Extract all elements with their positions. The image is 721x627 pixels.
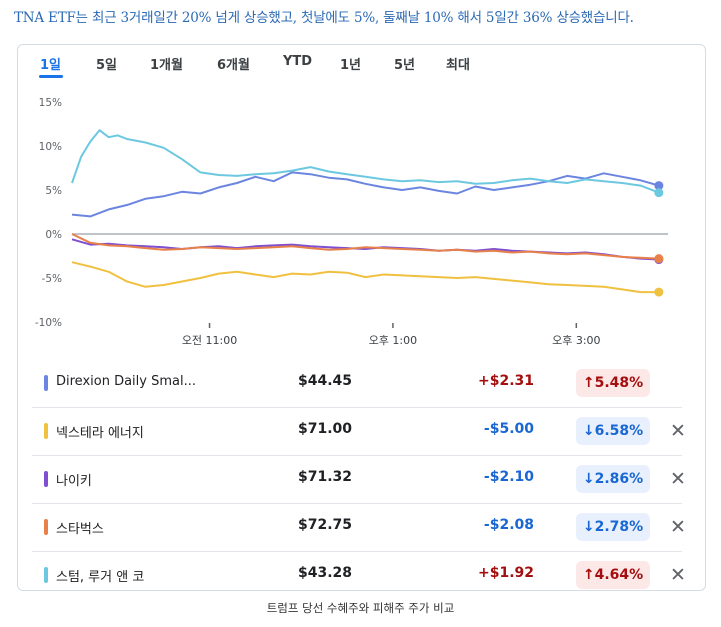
remove-comparison-icon[interactable]: ✕ [670, 468, 686, 490]
y-tick-label: 10% [39, 141, 62, 153]
line-chart: 15% 10% 5% 0% -5% -10% 오전 11:00 오후 1:00 오후 3:00 [35, 97, 668, 347]
legend-row[interactable]: 스텀, 루거 앤 코 $43.28 +$1.92 ↑4.64% ✕ [32, 552, 686, 590]
remove-comparison-icon[interactable]: ✕ [670, 516, 686, 538]
headline-text: TNA ETF는 최근 3거래일간 20% 넘게 상승했고, 첫날에도 5%, … [14, 10, 634, 26]
series-end-dot-sturm [654, 188, 664, 198]
stock-name: 스타벅스 [56, 522, 104, 537]
x-tick-label: 오전 11:00 [182, 334, 237, 347]
caption: 트럼프 당선 수혜주와 피해주 주가 비교 [266, 601, 455, 615]
series-end-dot-starbucks [654, 254, 664, 264]
y-tick-label: 5% [45, 185, 62, 197]
series-line-nextera [71, 261, 659, 294]
percent-change-badge: ↑4.64% [576, 561, 650, 589]
series-color-swatch [44, 567, 48, 583]
series-line-direxion [71, 171, 660, 218]
percent-value: 5.48% [594, 375, 644, 391]
series-color-swatch [44, 471, 48, 487]
arrow-up-icon: ↑ [582, 567, 595, 583]
price-change: -$2.08 [483, 517, 534, 533]
y-tick-label: 0% [45, 229, 62, 241]
remove-comparison-icon[interactable]: ✕ [670, 564, 686, 586]
series-line-sturm [71, 129, 660, 194]
y-tick-label: -10% [35, 317, 62, 329]
x-tick-label: 오후 3:00 [552, 334, 600, 347]
tab-1d[interactable]: 1일 [40, 58, 62, 73]
percent-value: 4.64% [594, 567, 644, 583]
series-color-swatch [44, 375, 48, 391]
percent-value: 2.86% [594, 471, 644, 487]
arrow-down-icon: ↓ [582, 519, 595, 535]
percent-change-badge: ↓6.58% [576, 417, 650, 445]
legend-row[interactable]: 넥스테라 에너지 $71.00 -$5.00 ↓6.58% ✕ [32, 408, 686, 456]
stock-price: $71.00 [297, 421, 352, 437]
stock-name: Direxion Daily Smal... [56, 374, 196, 389]
tab-5d[interactable]: 5일 [96, 58, 118, 73]
price-change: -$2.10 [483, 469, 534, 485]
tab-ytd[interactable]: YTD [283, 54, 313, 69]
percent-value: 6.58% [594, 423, 644, 439]
price-change: +$2.31 [477, 373, 534, 389]
arrow-down-icon: ↓ [582, 471, 595, 487]
tab-max[interactable]: 최대 [446, 58, 470, 73]
series-end-dot-nextera [654, 287, 664, 297]
percent-change-badge: ↓2.78% [576, 513, 650, 541]
remove-comparison-icon[interactable]: ✕ [670, 420, 686, 442]
stock-name: 넥스테라 에너지 [56, 426, 144, 441]
tab-1m[interactable]: 1개월 [150, 58, 183, 73]
tab-6m[interactable]: 6개월 [217, 58, 250, 73]
stock-price: $44.45 [297, 373, 352, 389]
legend-row[interactable]: 스타벅스 $72.75 -$2.08 ↓2.78% ✕ [32, 504, 686, 552]
series-color-swatch [44, 423, 48, 439]
y-tick-label: -5% [42, 273, 62, 285]
stock-name: 나이키 [56, 474, 92, 489]
series-color-swatch [44, 519, 48, 535]
arrow-up-icon: ↑ [582, 375, 595, 391]
series-end-dot-direxion [654, 181, 664, 191]
stock-name: 스텀, 루거 앤 코 [56, 570, 145, 585]
price-change: -$5.00 [483, 421, 534, 437]
y-tick-label: 15% [39, 97, 62, 109]
stock-comparison-card: 1일 5일 1개월 6개월 YTD 1년 5년 최대 15% 10% 5% 0% -5%… [17, 44, 706, 591]
stock-price: $72.75 [297, 517, 352, 533]
active-tab-underline [39, 75, 63, 78]
price-change: +$1.92 [477, 565, 534, 581]
legend-row[interactable]: 나이키 $71.32 -$2.10 ↓2.86% ✕ [32, 456, 686, 504]
percent-change-badge: ↓2.86% [576, 465, 650, 493]
series-line-starbucks [71, 233, 659, 260]
x-tick-label: 오후 1:00 [369, 334, 417, 347]
stock-price: $43.28 [297, 565, 352, 581]
percent-value: 2.78% [594, 519, 644, 535]
legend-row[interactable]: Direxion Daily Smal... $44.45 +$2.31 ↑5.48% [32, 360, 682, 408]
stock-price: $71.32 [297, 469, 352, 485]
percent-change-badge: ↑5.48% [576, 369, 650, 397]
arrow-down-icon: ↓ [582, 423, 595, 439]
tab-1y[interactable]: 1년 [340, 58, 362, 73]
tab-5y[interactable]: 5년 [394, 58, 416, 73]
